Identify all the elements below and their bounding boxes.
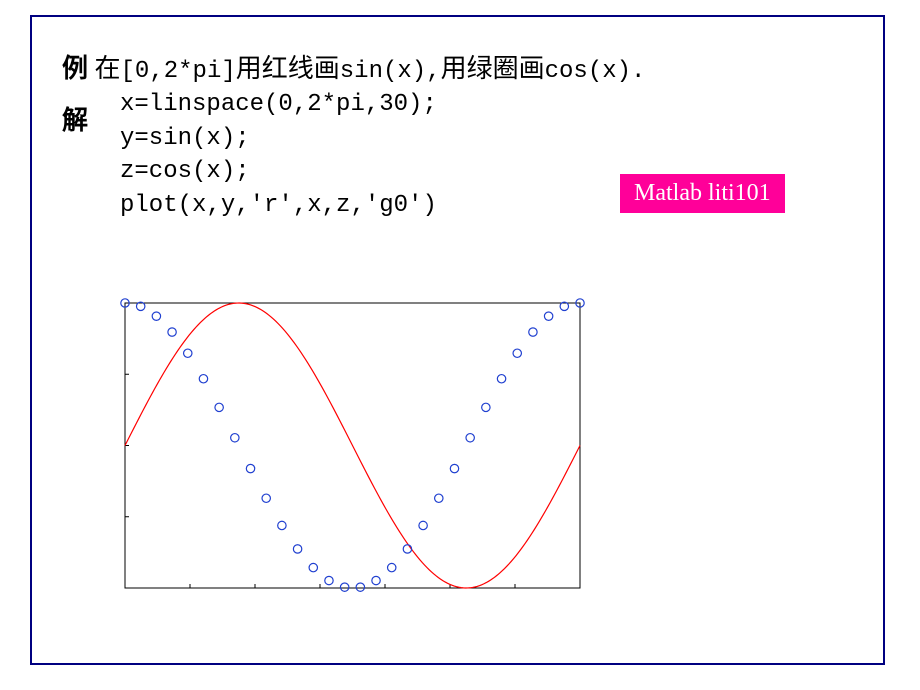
solution-label: 解 [62,100,88,137]
example-func2: cos(x) [545,58,631,85]
example-end: . [631,58,645,85]
example-mid1: 用红线画 [236,54,340,83]
example-label: 例 [62,54,88,83]
example-func1: sin(x) [340,58,426,85]
example-line: 例 在[0,2*pi]用红线画sin(x),用绿圈画cos(x). [62,48,645,85]
matlab-tag: Matlab liti101 [620,174,785,213]
example-sep: , [426,58,440,85]
code-block: x=linspace(0,2*pi,30); y=sin(x); z=cos(x… [120,88,437,222]
example-mid2: 用绿圈画 [441,54,545,83]
example-range: [0,2*pi] [121,58,236,85]
example-prefix: 在 [88,54,121,83]
chart-container [105,295,590,605]
chart-svg [105,295,590,605]
